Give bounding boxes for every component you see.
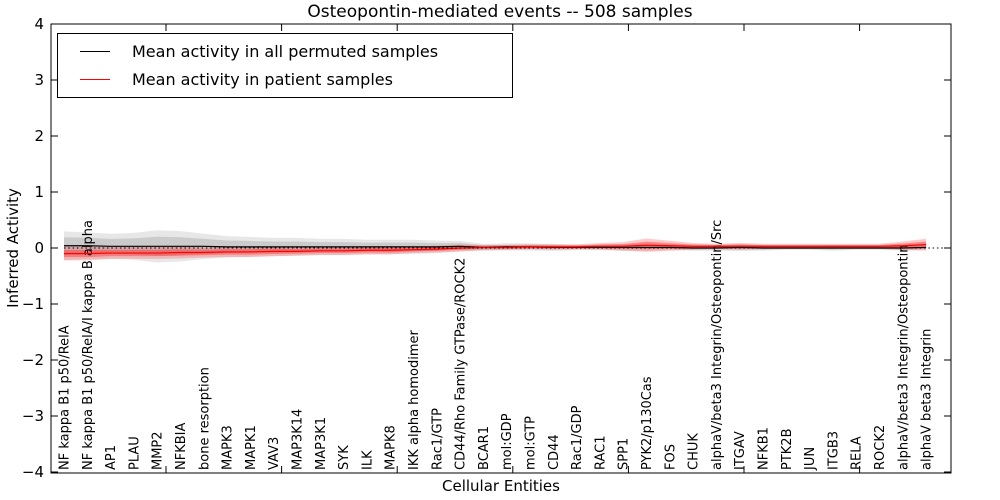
category-label: mol:GDP [500, 413, 515, 470]
category-label: PTK2B [780, 429, 795, 471]
y-tick-label: 4 [34, 15, 44, 33]
category-label: MAP3K1 [314, 417, 329, 470]
category-label: alphaV beta3 Integrin [920, 329, 935, 470]
category-label: NF kappa B1 p50/RelA [58, 325, 73, 470]
category-label: NF kappa B1 p50/RelA/I kappa B alpha [81, 220, 96, 470]
category-label: NFKBIA [174, 423, 189, 470]
category-label: IKK alpha homodimer [407, 329, 422, 470]
category-label: ROCK2 [873, 425, 888, 470]
category-label: Rac1/GTP [430, 408, 445, 470]
category-label: PLAU [127, 436, 142, 470]
category-label: SPP1 [617, 438, 632, 470]
y-tick-label: −2 [22, 351, 44, 369]
legend-line-sample-red [80, 78, 110, 80]
category-label: ILK [360, 450, 375, 470]
y-tick-label: 0 [34, 239, 44, 257]
chart-title: Osteopontin-mediated events -- 508 sampl… [307, 2, 693, 22]
category-label: NFKB1 [757, 427, 772, 470]
y-tick-label: −4 [22, 463, 44, 481]
category-label: VAV3 [267, 437, 282, 470]
y-tick-label: 1 [34, 183, 44, 201]
category-label: MAP3K14 [291, 409, 306, 470]
category-label: ITGAV [733, 431, 748, 470]
category-label: bone resorption [197, 367, 212, 470]
y-tick-label: −3 [22, 407, 44, 425]
category-label: JUN [803, 447, 818, 471]
y-tick-label: 3 [34, 71, 44, 89]
legend-label-permuted: Mean activity in all permuted samples [132, 42, 439, 62]
category-label: CD44 [547, 434, 562, 470]
category-label: BCAR1 [477, 426, 492, 470]
category-label: MAPK1 [244, 425, 259, 470]
category-label: Rac1/GDP [570, 405, 585, 470]
category-label: mol:GTP [524, 416, 539, 470]
category-label: CD44/Rho Family GTPase/ROCK2 [454, 258, 469, 470]
category-label: RAC1 [593, 435, 608, 470]
legend-line-sample-black [80, 51, 110, 53]
category-label: SYK [337, 445, 352, 470]
category-label: FOS [663, 444, 678, 470]
x-axis-label: Cellular Entities [442, 477, 560, 495]
category-label: PYK2/p130Cas [640, 376, 655, 470]
legend-item-patient: Mean activity in patient samples [68, 66, 502, 92]
legend-item-permuted: Mean activity in all permuted samples [68, 39, 502, 65]
band-patient [64, 241, 927, 258]
category-label: CHUK [687, 433, 702, 470]
category-label: MAPK3 [221, 425, 236, 470]
line-patient-mean [64, 244, 927, 255]
category-label: alphaV/beta3 Integrin/Osteopontin/Src [710, 220, 725, 470]
y-tick-label: 2 [34, 127, 44, 145]
category-label: MMP2 [151, 431, 166, 470]
legend-label-patient: Mean activity in patient samples [132, 69, 393, 89]
category-label: RELA [850, 436, 865, 470]
legend: Mean activity in all permuted samples Me… [57, 33, 513, 98]
category-label: AP1 [104, 445, 119, 470]
band-patient [64, 238, 927, 261]
category-label: alphaV/beta3 Integrin/Osteopontin [896, 245, 911, 470]
category-label: MAPK8 [384, 425, 399, 470]
y-tick-label: −1 [22, 295, 44, 313]
category-label: ITGB3 [826, 431, 841, 470]
